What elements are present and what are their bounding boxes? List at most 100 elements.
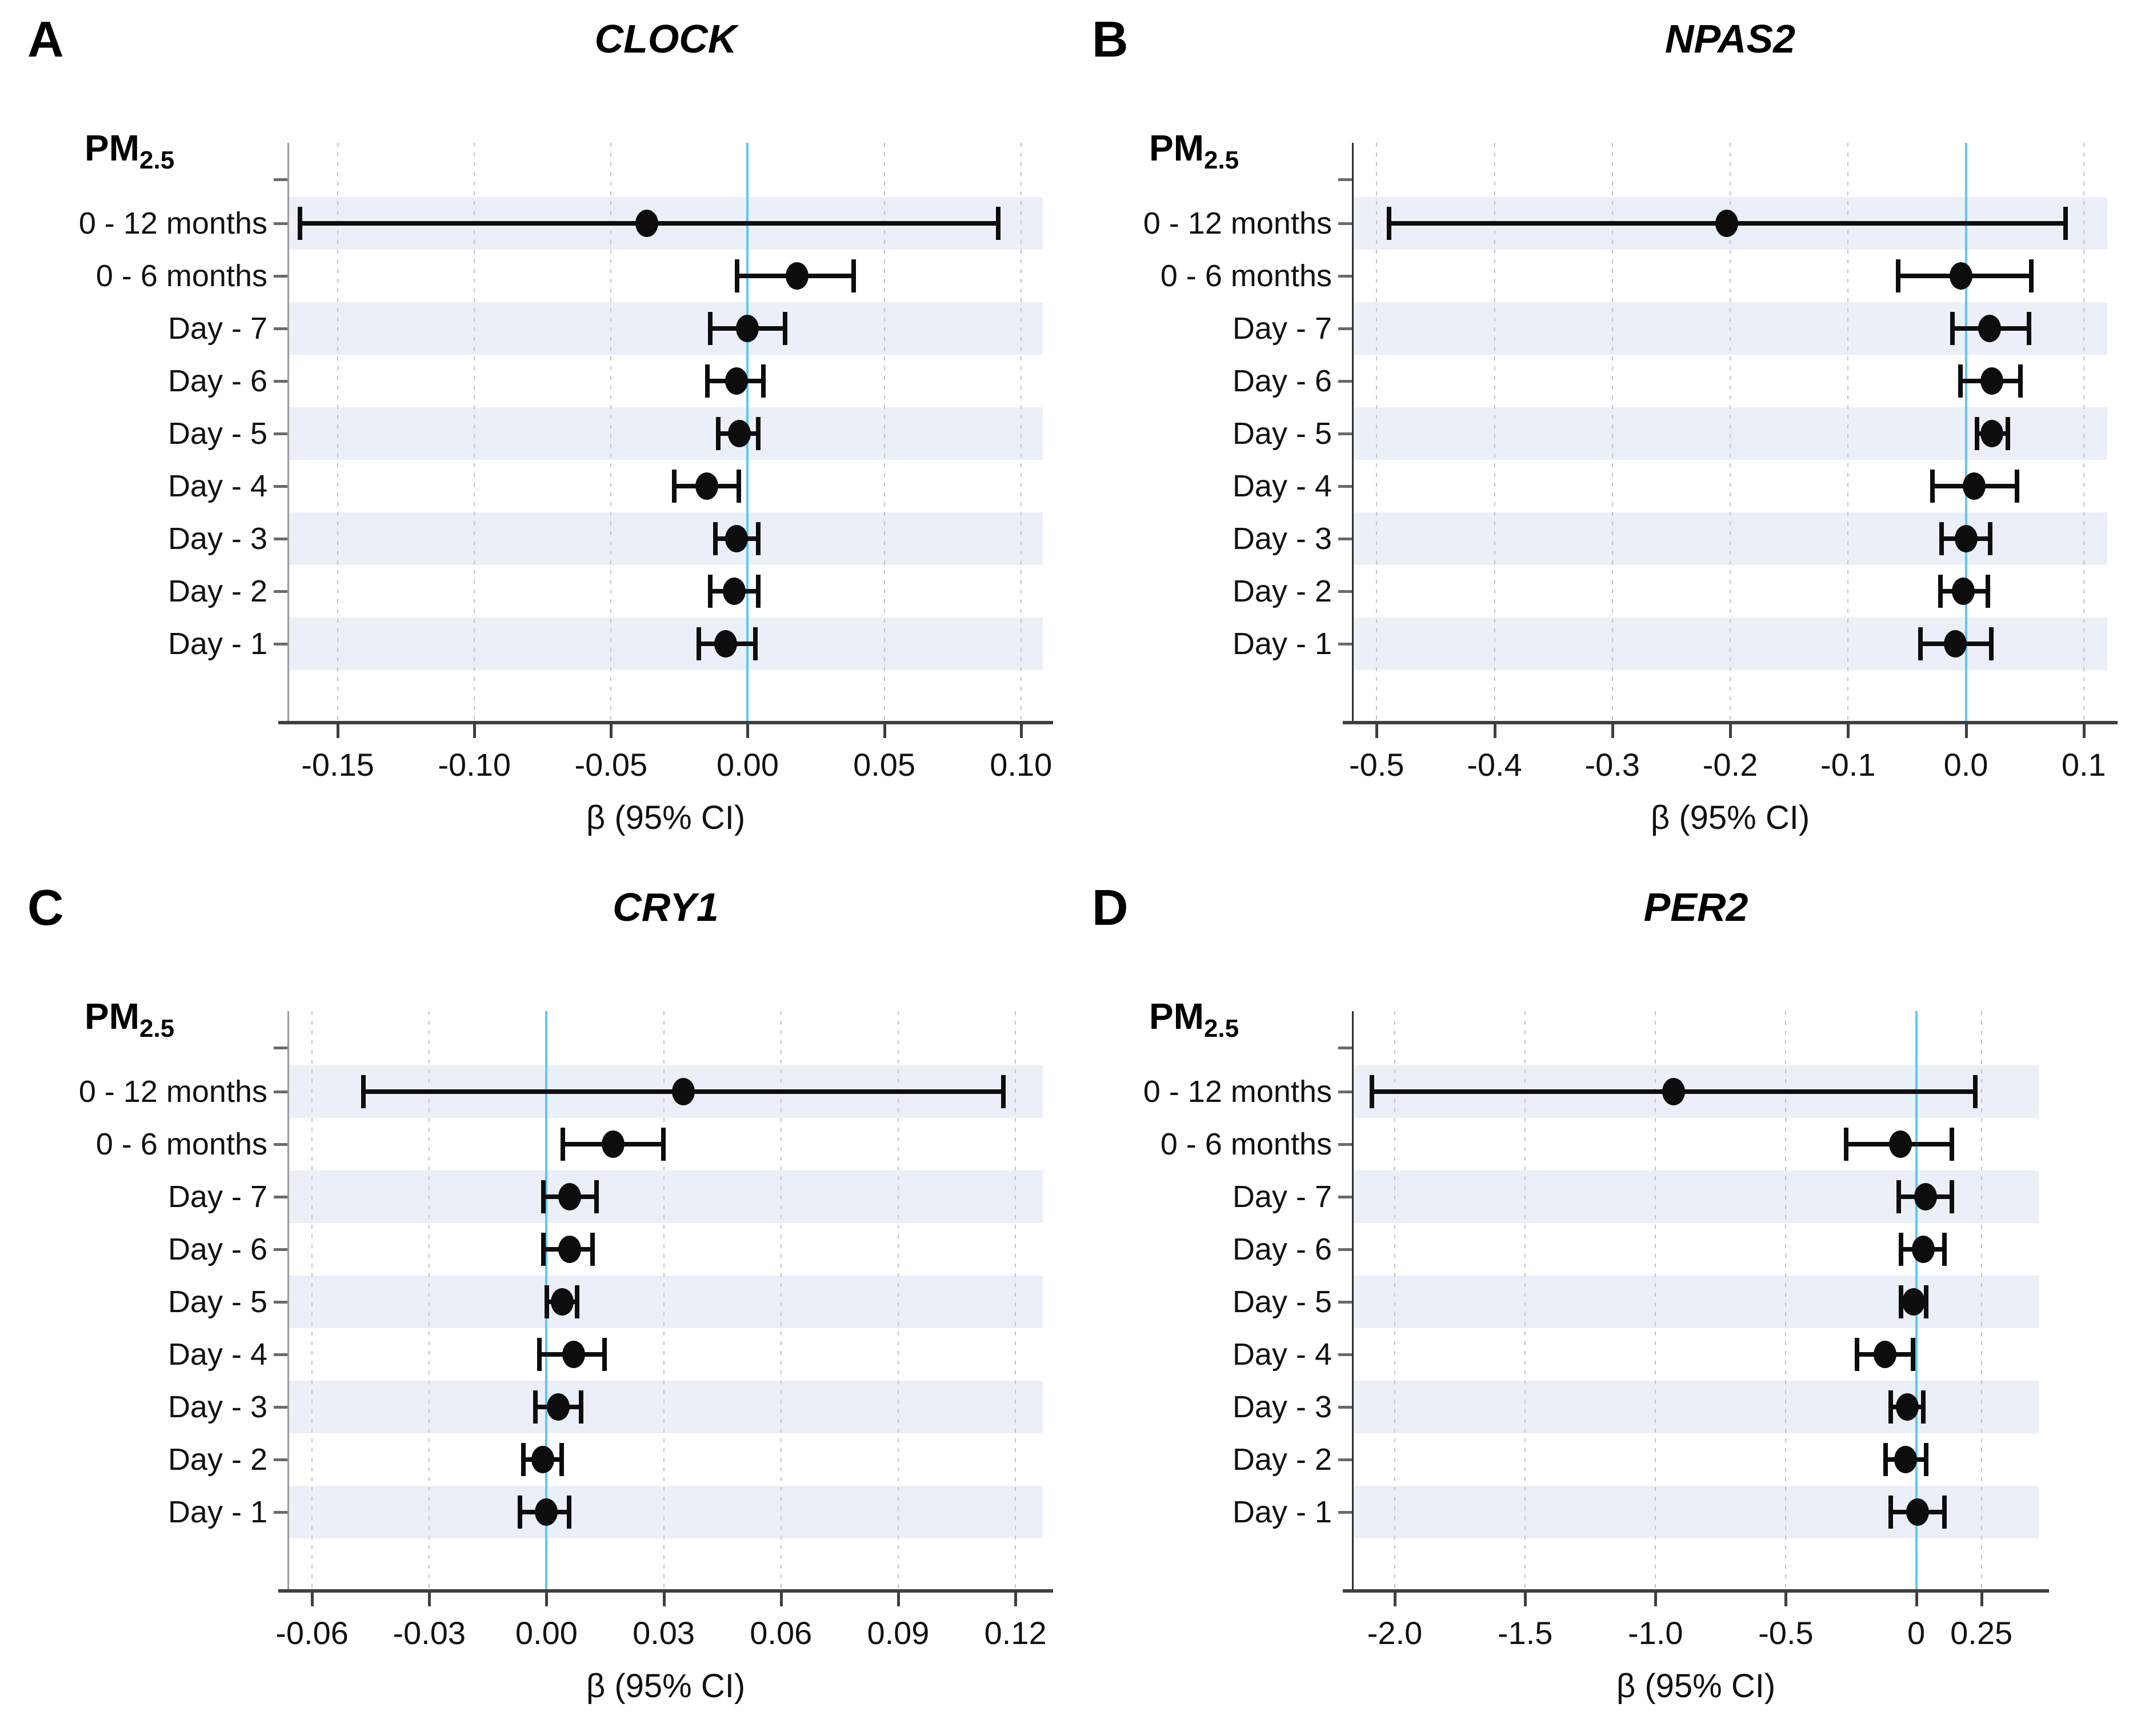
y-axis-tick: [1338, 1196, 1352, 1198]
y-axis-tick: [274, 275, 287, 278]
y-axis-tick: [274, 178, 287, 181]
pm-subscript: 2.5: [139, 146, 175, 174]
y-axis-tick: [274, 380, 287, 383]
ci-cap-low: [1938, 575, 1943, 608]
estimate-dot: [785, 262, 809, 290]
row-label: 0 - 6 months: [1160, 1127, 1332, 1161]
ci-cap-low: [1895, 259, 1900, 292]
x-axis-tick: [883, 723, 886, 738]
ci-cap-low: [560, 1128, 565, 1161]
gridline: [1394, 1011, 1395, 1589]
estimate-dot: [1914, 1183, 1937, 1210]
ci-cap-high: [2018, 364, 2023, 398]
x-tick-label: -0.5: [1349, 747, 1404, 783]
ci-cap-high: [755, 522, 761, 555]
gridline: [1980, 1011, 1982, 1589]
row-label: Day - 6: [167, 364, 267, 398]
x-tick-label: -0.5: [1758, 1615, 1814, 1651]
y-axis-tick: [274, 432, 287, 435]
row-label: Day - 7: [167, 1180, 267, 1214]
panel-letter: B: [1092, 11, 1128, 67]
x-axis-tick: [1493, 723, 1496, 738]
x-axis-tick: [1729, 723, 1732, 738]
y-axis-tick: [1338, 643, 1352, 646]
x-axis-tick: [746, 723, 750, 738]
gridline: [1015, 1011, 1017, 1589]
row-label: Day - 1: [167, 627, 267, 661]
y-axis-tick: [274, 1511, 287, 1514]
ci-cap-low: [1369, 1075, 1374, 1108]
ci-cap-low: [1896, 1180, 1901, 1213]
ci-cap-high: [755, 575, 761, 608]
x-axis-tick: [1964, 723, 1968, 738]
estimate-dot: [1894, 1446, 1918, 1473]
y-axis-tick: [274, 643, 287, 646]
x-axis-tick: [1019, 723, 1023, 738]
row-label: 0 - 6 months: [95, 259, 267, 293]
estimate-dot: [1873, 1341, 1896, 1368]
x-tick-label: 0: [1907, 1615, 1926, 1651]
ci-cap-low: [707, 575, 713, 608]
row-label: Day - 5: [167, 416, 267, 451]
exposure-label: PM2.5: [1149, 127, 1239, 175]
y-axis-tick: [274, 1353, 287, 1356]
estimate-dot: [725, 367, 749, 395]
x-axis-tick: [1847, 723, 1850, 738]
estimate-dot: [1980, 420, 2003, 447]
y-axis-tick: [274, 327, 287, 330]
ci-cap-high: [1988, 627, 1994, 660]
ci-cap-low: [1975, 417, 1980, 450]
x-axis-line: [278, 1589, 1053, 1593]
x-axis-tick: [311, 1591, 314, 1606]
row-label: Day - 1: [1232, 627, 1332, 661]
x-axis-tick: [428, 1591, 431, 1606]
gridline: [663, 1011, 665, 1589]
ci-cap-low: [517, 1496, 522, 1529]
estimate-dot: [550, 1288, 574, 1316]
y-axis-tick: [274, 1248, 287, 1251]
ci-cap-low: [707, 312, 713, 345]
x-tick-label: -0.06: [275, 1615, 349, 1651]
pm-subscript: 2.5: [139, 1014, 175, 1043]
panel-title: NPAS2: [1664, 17, 1796, 61]
estimate-dot: [725, 525, 749, 552]
pm-text: PM: [1149, 996, 1204, 1037]
plot-area: -0.5 -0.4 -0.3 -0.2 -0.1 0.0 0.1 0 - 12 months 0…: [1143, 143, 2118, 783]
gridline: [1785, 1011, 1787, 1589]
gridline: [883, 143, 885, 721]
panel-npas2: B NPAS2 PM2.5 -0.5 -0.4 -0.3 -0.2 -0.1 0.0 0.1…: [1064, 0, 2129, 868]
estimate-dot: [546, 1393, 570, 1421]
row-label: Day - 4: [167, 1337, 267, 1372]
plot-area: -2.0 -1.5 -1.0 -0.5 0 0.25 0 - 12 months 0 - 6 …: [1143, 1011, 2049, 1651]
row-label: Day - 1: [167, 1495, 267, 1529]
estimate-dot: [558, 1183, 582, 1210]
ci-cap-low: [1899, 1285, 1904, 1318]
x-tick-label: 0.00: [515, 1615, 578, 1651]
x-tick-label: 0.05: [853, 747, 916, 783]
estimate-dot: [1962, 472, 1986, 500]
ci-cap-high: [1973, 1075, 1978, 1108]
ci-cap-low: [1854, 1338, 1859, 1371]
ci-cap-low: [1930, 470, 1935, 503]
estimate-dot: [562, 1341, 586, 1368]
ci-cap-high: [1985, 575, 1990, 608]
estimate-dot: [1980, 367, 2003, 395]
gridline: [1376, 143, 1378, 721]
ci-cap-high: [2015, 470, 2020, 503]
y-axis-tick: [1338, 327, 1352, 330]
gridline: [1524, 1011, 1526, 1589]
row-label: Day - 5: [1232, 1285, 1332, 1319]
panel-cry1: C CRY1 PM2.5 -0.06 -0.03 0.00 0.03 0.06 0.09 0…: [0, 868, 1064, 1736]
ci-cap-high: [2005, 417, 2010, 450]
x-axis-tick: [1654, 1591, 1658, 1606]
ci-cap-low: [545, 1285, 550, 1318]
row-label: Day - 3: [167, 522, 267, 556]
x-axis-tick: [1611, 723, 1614, 738]
estimate-dot: [1978, 315, 2001, 342]
ci-cap-low: [298, 207, 303, 240]
y-axis-tick: [274, 222, 287, 225]
x-axis-tick: [1014, 1591, 1018, 1606]
y-axis-tick: [1338, 275, 1352, 278]
estimate-dot: [1943, 630, 1967, 657]
estimate-dot: [635, 210, 658, 237]
